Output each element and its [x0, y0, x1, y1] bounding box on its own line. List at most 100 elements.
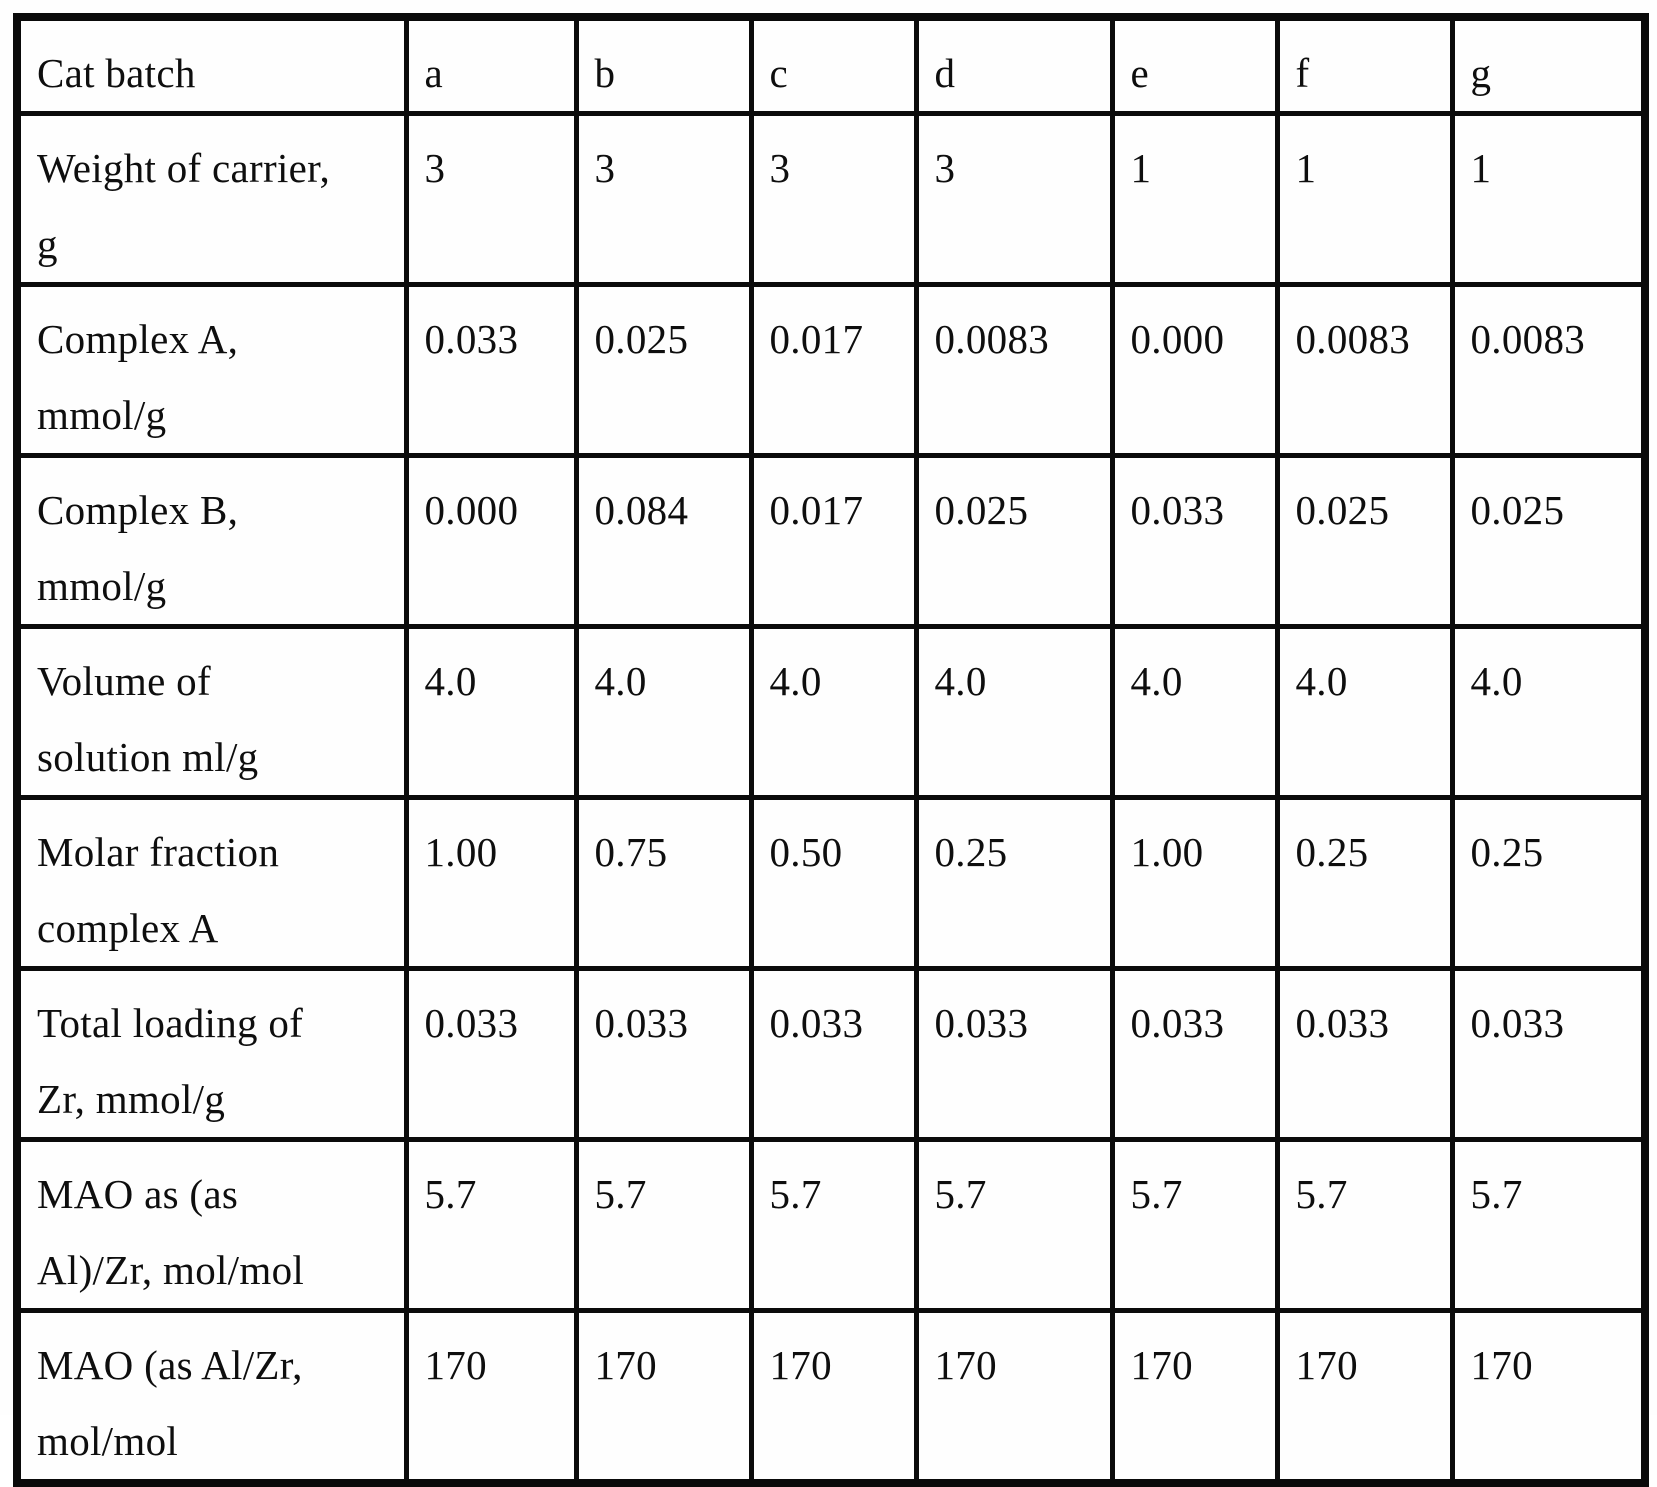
row-label-cell: MAO (as Al/Zr, mol/mol: [14, 1308, 409, 1486]
value-cell: 0.25: [913, 795, 1115, 971]
value-cell: 1: [1449, 111, 1648, 287]
value-cell: 0.017: [748, 453, 919, 629]
table-row: Volume of solution ml/g 4.0 4.0 4.0 4.0 4.0 4.0…: [14, 624, 1648, 800]
value-cell: 170: [1274, 1308, 1455, 1486]
header-cell-batch: c: [748, 14, 919, 116]
value-cell: 3: [573, 111, 754, 287]
row-label-line: MAO as (as: [37, 1171, 239, 1217]
value-cell: 0.50: [748, 795, 919, 971]
value-cell: 0.025: [573, 282, 754, 458]
value-cell: 5.7: [1449, 1137, 1648, 1313]
value-cell: 5.7: [573, 1137, 754, 1313]
value-cell: 4.0: [403, 624, 579, 800]
row-label-cell: Complex B, mmol/g: [14, 453, 409, 629]
table-row: Complex A, mmol/g 0.033 0.025 0.017 0.0083 0.0…: [14, 282, 1648, 458]
header-cell-batch: f: [1274, 14, 1455, 116]
value-cell: 5.7: [1274, 1137, 1455, 1313]
value-cell: 5.7: [913, 1137, 1115, 1313]
row-label-cell: Total loading of Zr, mmol/g: [14, 966, 409, 1142]
value-cell: 0.25: [1449, 795, 1648, 971]
value-cell: 0.75: [573, 795, 754, 971]
value-cell: 0.025: [1449, 453, 1648, 629]
value-cell: 4.0: [1109, 624, 1280, 800]
table-header-row: Cat batch a b c d e f g: [14, 14, 1648, 116]
value-cell: 1: [1274, 111, 1455, 287]
table-body: Weight of carrier, g 3 3 3 3 1 1 1 Complex A, mmol…: [14, 111, 1648, 1486]
value-cell: 170: [1449, 1308, 1648, 1486]
header-cell-cat-batch: Cat batch: [14, 14, 409, 116]
value-cell: 0.025: [1274, 453, 1455, 629]
value-cell: 0.0083: [1449, 282, 1648, 458]
value-cell: 1.00: [1109, 795, 1280, 971]
row-label-line: mol/mol: [37, 1418, 179, 1464]
value-cell: 3: [748, 111, 919, 287]
value-cell: 0.084: [573, 453, 754, 629]
table-row: MAO as (as Al)/Zr, mol/mol 5.7 5.7 5.7 5.7 5.7…: [14, 1137, 1648, 1313]
value-cell: 5.7: [403, 1137, 579, 1313]
value-cell: 4.0: [748, 624, 919, 800]
table-row: Total loading of Zr, mmol/g 0.033 0.033 0.03…: [14, 966, 1648, 1142]
row-label-line: complex A: [37, 905, 219, 951]
value-cell: 5.7: [748, 1137, 919, 1313]
value-cell: 170: [1109, 1308, 1280, 1486]
header-cell-batch: g: [1449, 14, 1648, 116]
value-cell: 170: [913, 1308, 1115, 1486]
row-label-line: Complex A,: [37, 316, 239, 362]
row-label-line: Zr, mmol/g: [37, 1076, 226, 1122]
row-label-line: Complex B,: [37, 487, 239, 533]
value-cell: 0.000: [403, 453, 579, 629]
header-cell-batch: e: [1109, 14, 1280, 116]
value-cell: 1: [1109, 111, 1280, 287]
row-label-line: mmol/g: [37, 563, 167, 609]
value-cell: 3: [403, 111, 579, 287]
value-cell: 1.00: [403, 795, 579, 971]
row-label-cell: Complex A, mmol/g: [14, 282, 409, 458]
value-cell: 4.0: [573, 624, 754, 800]
row-label-line: Weight of carrier,: [37, 145, 331, 191]
value-cell: 0.033: [403, 966, 579, 1142]
value-cell: 0.025: [913, 453, 1115, 629]
value-cell: 0.033: [1109, 453, 1280, 629]
table-row: Complex B, mmol/g 0.000 0.084 0.017 0.025 0.03…: [14, 453, 1648, 629]
value-cell: 4.0: [1274, 624, 1455, 800]
row-label-cell: Weight of carrier, g: [14, 111, 409, 287]
value-cell: 170: [573, 1308, 754, 1486]
row-label-line: MAO (as Al/Zr,: [37, 1342, 303, 1388]
value-cell: 4.0: [913, 624, 1115, 800]
value-cell: 0.033: [573, 966, 754, 1142]
value-cell: 0.0083: [913, 282, 1115, 458]
row-label-line: solution ml/g: [37, 734, 259, 780]
catalyst-batch-table: Cat batch a b c d e f g Weight of carrier, g 3 3 3 3…: [13, 13, 1649, 1487]
value-cell: 0.017: [748, 282, 919, 458]
table-row: MAO (as Al/Zr, mol/mol 170 170 170 170 170 170 1…: [14, 1308, 1648, 1486]
row-label-line: Molar fraction: [37, 829, 280, 875]
row-label-line: mmol/g: [37, 392, 167, 438]
value-cell: 0.033: [1109, 966, 1280, 1142]
value-cell: 0.033: [1449, 966, 1648, 1142]
header-cell-batch: b: [573, 14, 754, 116]
value-cell: 4.0: [1449, 624, 1648, 800]
row-label-cell: Volume of solution ml/g: [14, 624, 409, 800]
header-cell-batch: a: [403, 14, 579, 116]
table-row: Weight of carrier, g 3 3 3 3 1 1 1: [14, 111, 1648, 287]
row-label-line: g: [37, 221, 58, 267]
row-label-cell: MAO as (as Al)/Zr, mol/mol: [14, 1137, 409, 1313]
value-cell: 3: [913, 111, 1115, 287]
value-cell: 0.033: [913, 966, 1115, 1142]
value-cell: 0.033: [748, 966, 919, 1142]
document-page: Cat batch a b c d e f g Weight of carrier, g 3 3 3 3…: [13, 13, 1649, 1487]
value-cell: 0.25: [1274, 795, 1455, 971]
row-label-cell: Molar fraction complex A: [14, 795, 409, 971]
row-label-line: Al)/Zr, mol/mol: [37, 1247, 305, 1293]
row-label-line: Total loading of: [37, 1000, 304, 1046]
value-cell: 0.0083: [1274, 282, 1455, 458]
row-label-line: Volume of: [37, 658, 211, 704]
value-cell: 0.033: [1274, 966, 1455, 1142]
header-cell-batch: d: [913, 14, 1115, 116]
value-cell: 0.000: [1109, 282, 1280, 458]
table-row: Molar fraction complex A 1.00 0.75 0.50 0.25 1…: [14, 795, 1648, 971]
value-cell: 170: [748, 1308, 919, 1486]
value-cell: 5.7: [1109, 1137, 1280, 1313]
value-cell: 0.033: [403, 282, 579, 458]
value-cell: 170: [403, 1308, 579, 1486]
